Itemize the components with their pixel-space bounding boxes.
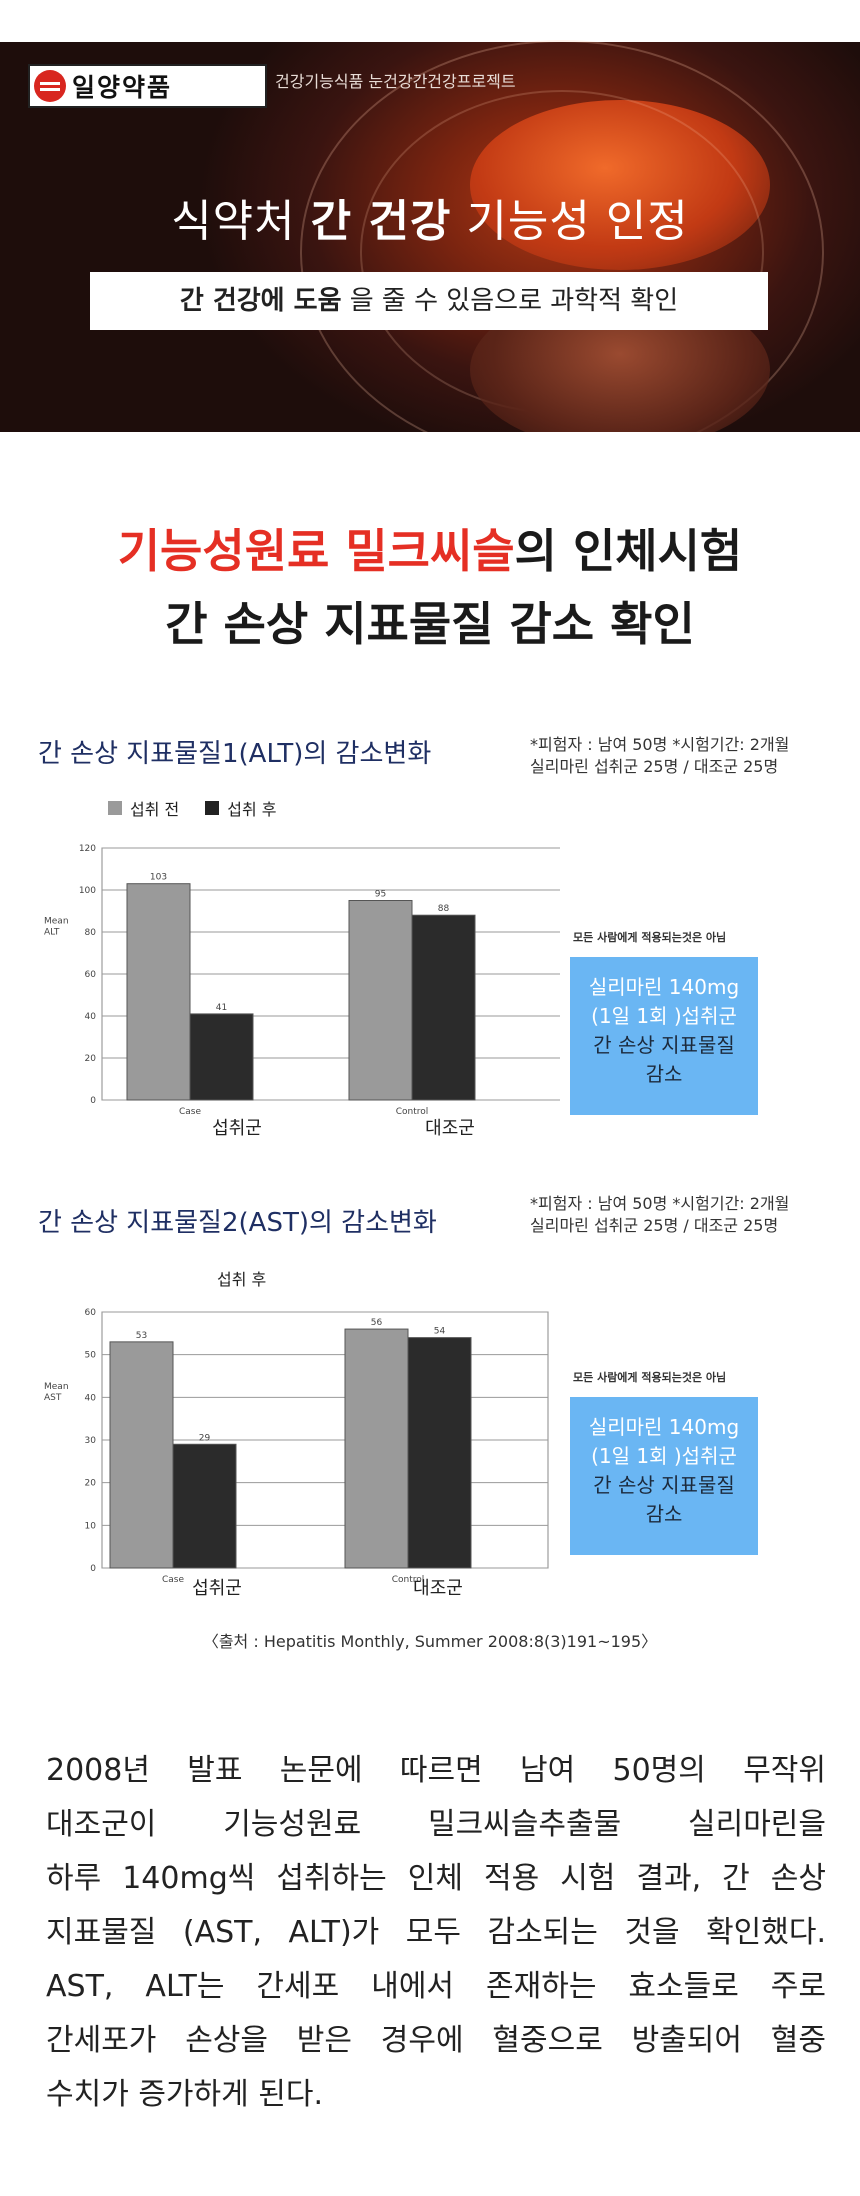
chart2-title: 간 손상 지표물질2(AST)의 감소변화 bbox=[38, 1208, 437, 1238]
body-paragraph: 2008년 발표 논문에 따르면 남여 50명의 무작위 대조군이 기능성원료 … bbox=[46, 1744, 826, 2122]
y-tick-label: 30 bbox=[85, 1436, 97, 1446]
bar-after bbox=[172, 1443, 237, 1569]
logo-mark-icon bbox=[34, 70, 66, 102]
legend-swatch-after bbox=[205, 801, 220, 815]
chart1-group-label-case: 섭취군 bbox=[212, 1118, 262, 1139]
company-logo: 일양약품 bbox=[28, 64, 267, 108]
source-citation: 〈출처 : Hepatitis Monthly, Summer 2008:8(3… bbox=[202, 1632, 658, 1651]
y-tick-label: 50 bbox=[85, 1351, 97, 1361]
bar-after bbox=[407, 1337, 472, 1569]
y-tick-label: 80 bbox=[85, 928, 97, 938]
y-tick-label: 10 bbox=[85, 1521, 97, 1531]
x-tick-label: Control bbox=[392, 1575, 425, 1585]
y-tick-label: 60 bbox=[85, 970, 97, 980]
paragraph-line: AST, ALT는 간세포 내에서 존재하는 효소들로 주로 bbox=[46, 1969, 826, 2004]
hero-tagline: 건강기능식품 눈건강간건강프로젝트 bbox=[275, 72, 516, 91]
chart1-callout-disclaimer: 모든 사람에게 적용되는것은 아님 bbox=[573, 931, 727, 944]
chart1-group-label-control: 대조군 bbox=[425, 1118, 475, 1139]
bar-before bbox=[344, 1328, 409, 1569]
chart1-note: *피험자 : 남여 50명 *시험기간: 2개월 실리마린 섭취군 25명 / … bbox=[530, 735, 790, 776]
y-axis-label: ALT bbox=[44, 928, 60, 938]
bar-value-label: 56 bbox=[371, 1318, 383, 1328]
bar-value-label: 29 bbox=[199, 1433, 211, 1443]
bar-before bbox=[126, 883, 191, 1101]
chart2-group-label-control: 대조군 bbox=[413, 1578, 463, 1599]
hero-title: 식약처 간 건강 기능성 인정 bbox=[171, 196, 689, 247]
chart2-callout-disclaimer: 모든 사람에게 적용되는것은 아님 bbox=[573, 1371, 727, 1384]
y-tick-label: 0 bbox=[90, 1564, 96, 1574]
y-tick-label: 60 bbox=[85, 1308, 97, 1318]
x-tick-label: Case bbox=[162, 1575, 184, 1585]
bar-before bbox=[109, 1341, 174, 1569]
y-tick-label: 40 bbox=[85, 1012, 97, 1022]
x-tick-label: Control bbox=[396, 1107, 429, 1117]
bar-value-label: 53 bbox=[136, 1331, 147, 1341]
legend-swatch-before bbox=[108, 801, 122, 815]
y-axis-label: AST bbox=[44, 1393, 62, 1403]
bar-value-label: 103 bbox=[150, 873, 167, 883]
glow-ring bbox=[300, 40, 824, 432]
x-tick-label: Case bbox=[179, 1107, 201, 1117]
legend-label-before: 섭취 전 bbox=[130, 800, 180, 819]
hero-banner: 일양약품 건강기능식품 눈건강간건강프로젝트 식약처 간 건강 기능성 인정 간… bbox=[0, 0, 860, 432]
y-tick-label: 20 bbox=[85, 1054, 97, 1064]
y-tick-label: 100 bbox=[79, 886, 96, 896]
paragraph-line: 지표물질 (AST, ALT)가 모두 감소되는 것을 확인했다. bbox=[46, 1915, 826, 1950]
chart2-legend-label: 섭취 후 bbox=[217, 1270, 267, 1289]
y-tick-label: 20 bbox=[85, 1479, 97, 1489]
paragraph-line: 수치가 증가하게 된다. bbox=[46, 2077, 324, 2112]
headline-line1: 기능성원료 밀크씨슬의 인체시험 bbox=[117, 524, 743, 578]
hero-subtitle-box: 간 건강에 도움 을 줄 수 있음으로 과학적 확인 bbox=[90, 272, 768, 330]
y-tick-label: 0 bbox=[90, 1096, 96, 1106]
paragraph-line: 2008년 발표 논문에 따르면 남여 50명의 무작위 bbox=[46, 1753, 826, 1788]
top-white-strip bbox=[0, 0, 860, 42]
bar-value-label: 54 bbox=[434, 1327, 446, 1337]
bar-after bbox=[411, 914, 476, 1101]
bar-after bbox=[189, 1013, 254, 1101]
paragraph-line: 간세포가 손상을 받은 경우에 혈중으로 방출되어 혈중 bbox=[46, 2023, 826, 2058]
y-axis-label: Mean bbox=[44, 917, 69, 927]
headline-line2: 간 손상 지표물질 감소 확인 bbox=[165, 597, 695, 651]
bar-value-label: 41 bbox=[216, 1003, 227, 1013]
chart2-callout: 실리마린 140mg (1일 1회 )섭취군 간 손상 지표물질 감소 bbox=[570, 1397, 758, 1555]
chart2-note: *피험자 : 남여 50명 *시험기간: 2개월 실리마린 섭취군 25명 / … bbox=[530, 1194, 790, 1235]
bar-value-label: 95 bbox=[375, 890, 386, 900]
y-tick-label: 120 bbox=[79, 844, 96, 854]
paragraph-line: 하루 140mg씩 섭취하는 인체 적용 시험 결과, 간 손상 bbox=[46, 1861, 826, 1896]
chart1-callout: 실리마린 140mg (1일 1회 )섭취군 간 손상 지표물질 감소 bbox=[570, 957, 758, 1115]
legend-label-after: 섭취 후 bbox=[227, 800, 277, 819]
chart2-group-label-case: 섭취군 bbox=[192, 1578, 242, 1599]
paragraph-line: 대조군이 기능성원료 밀크씨슬추출물 실리마린을 bbox=[46, 1807, 826, 1842]
bar-value-label: 88 bbox=[438, 904, 450, 914]
y-tick-label: 40 bbox=[85, 1393, 97, 1403]
chart1-legend: 섭취 전 섭취 후 bbox=[108, 796, 277, 820]
y-axis-label: Mean bbox=[44, 1382, 69, 1392]
chart1-title: 간 손상 지표물질1(ALT)의 감소변화 bbox=[38, 739, 432, 769]
bar-before bbox=[348, 900, 413, 1101]
